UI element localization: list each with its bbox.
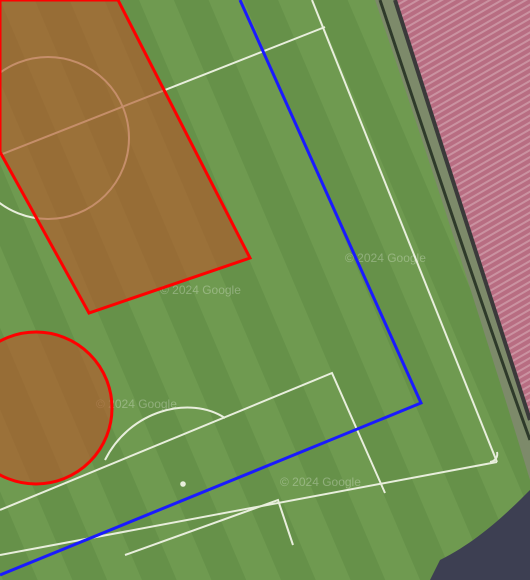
watermark: © 2024 Google xyxy=(96,397,177,411)
map-watermarks: © 2024 Google © 2024 Google © 2024 Googl… xyxy=(96,251,426,489)
watermark: © 2024 Google xyxy=(345,251,426,265)
lower-stand xyxy=(430,490,530,580)
watermark: © 2024 Google xyxy=(280,475,361,489)
goal-line-area xyxy=(0,461,498,556)
red-zone-circle[interactable] xyxy=(0,330,114,486)
watermark: © 2024 Google xyxy=(160,283,241,297)
goal-box xyxy=(124,498,294,556)
red-overlays[interactable] xyxy=(0,0,253,486)
corner-arc xyxy=(489,451,499,463)
touchline xyxy=(311,0,498,463)
stadium-stands xyxy=(375,0,530,580)
penalty-arc xyxy=(104,406,226,461)
penalty-spot xyxy=(180,481,186,487)
blue-boundary-line[interactable] xyxy=(0,0,424,577)
penalty-box xyxy=(0,371,386,511)
red-zone-polygon[interactable] xyxy=(0,0,253,315)
